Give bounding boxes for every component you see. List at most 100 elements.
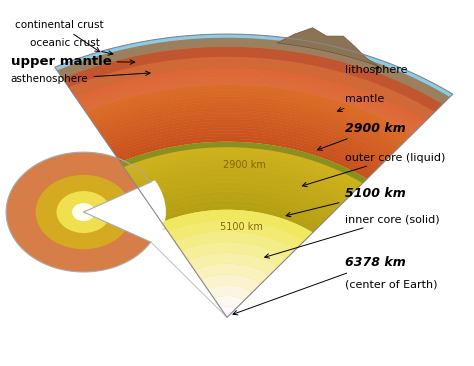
Polygon shape bbox=[120, 142, 367, 183]
Polygon shape bbox=[120, 142, 367, 317]
Polygon shape bbox=[84, 82, 415, 133]
Polygon shape bbox=[58, 39, 449, 100]
Circle shape bbox=[56, 191, 111, 233]
Polygon shape bbox=[101, 111, 392, 157]
Polygon shape bbox=[181, 242, 287, 266]
Polygon shape bbox=[59, 41, 447, 101]
Polygon shape bbox=[208, 285, 253, 300]
Polygon shape bbox=[80, 75, 420, 128]
Polygon shape bbox=[98, 105, 396, 152]
Text: 2900 km: 2900 km bbox=[318, 122, 405, 150]
Polygon shape bbox=[148, 187, 331, 218]
Polygon shape bbox=[194, 264, 270, 283]
Polygon shape bbox=[123, 146, 364, 186]
Text: oceanic crust: oceanic crust bbox=[29, 38, 113, 55]
Text: (center of Earth): (center of Earth) bbox=[345, 280, 437, 290]
Polygon shape bbox=[113, 130, 376, 172]
Polygon shape bbox=[56, 36, 451, 97]
Text: upper mantle: upper mantle bbox=[11, 55, 135, 68]
Polygon shape bbox=[131, 160, 353, 197]
Polygon shape bbox=[156, 201, 320, 229]
Polygon shape bbox=[110, 125, 381, 168]
Polygon shape bbox=[82, 78, 418, 130]
Polygon shape bbox=[86, 85, 412, 137]
Wedge shape bbox=[83, 180, 166, 244]
Polygon shape bbox=[67, 55, 437, 112]
Circle shape bbox=[30, 170, 137, 254]
Polygon shape bbox=[61, 44, 445, 104]
Polygon shape bbox=[55, 34, 453, 97]
Circle shape bbox=[18, 161, 149, 263]
Polygon shape bbox=[120, 142, 367, 183]
Polygon shape bbox=[69, 57, 435, 121]
Polygon shape bbox=[57, 38, 450, 104]
Polygon shape bbox=[277, 28, 379, 66]
Text: outer core (liquid): outer core (liquid) bbox=[302, 153, 445, 187]
Polygon shape bbox=[62, 46, 443, 105]
Circle shape bbox=[21, 164, 146, 261]
Polygon shape bbox=[55, 34, 453, 317]
Text: continental crust: continental crust bbox=[16, 20, 104, 52]
Polygon shape bbox=[112, 128, 378, 170]
Circle shape bbox=[6, 152, 161, 272]
Polygon shape bbox=[78, 71, 423, 125]
Polygon shape bbox=[108, 122, 383, 165]
Polygon shape bbox=[126, 151, 360, 190]
Polygon shape bbox=[159, 205, 316, 232]
Polygon shape bbox=[65, 51, 439, 109]
Polygon shape bbox=[220, 307, 236, 317]
Polygon shape bbox=[117, 136, 372, 177]
Polygon shape bbox=[137, 169, 345, 204]
Circle shape bbox=[12, 157, 155, 268]
Polygon shape bbox=[105, 116, 387, 161]
Polygon shape bbox=[139, 173, 342, 208]
Circle shape bbox=[28, 169, 139, 255]
Polygon shape bbox=[64, 49, 440, 108]
Polygon shape bbox=[66, 53, 438, 110]
Text: inner core (solid): inner core (solid) bbox=[264, 214, 439, 258]
Polygon shape bbox=[69, 58, 434, 114]
Polygon shape bbox=[162, 210, 313, 241]
Polygon shape bbox=[81, 76, 419, 129]
Polygon shape bbox=[74, 66, 427, 121]
Circle shape bbox=[34, 174, 133, 250]
Polygon shape bbox=[151, 192, 327, 222]
Text: asthenosphere: asthenosphere bbox=[11, 71, 150, 85]
Polygon shape bbox=[175, 231, 296, 258]
Circle shape bbox=[10, 156, 157, 269]
Polygon shape bbox=[162, 210, 313, 317]
Circle shape bbox=[17, 160, 151, 264]
Polygon shape bbox=[128, 155, 356, 193]
Polygon shape bbox=[188, 253, 278, 275]
Polygon shape bbox=[55, 34, 453, 96]
Circle shape bbox=[27, 168, 141, 256]
Text: 6378 km: 6378 km bbox=[233, 257, 405, 315]
Polygon shape bbox=[85, 83, 413, 134]
Circle shape bbox=[15, 159, 152, 265]
Circle shape bbox=[13, 158, 154, 266]
Polygon shape bbox=[73, 63, 430, 118]
Polygon shape bbox=[201, 274, 261, 292]
Polygon shape bbox=[88, 88, 410, 139]
Circle shape bbox=[31, 172, 136, 253]
Polygon shape bbox=[79, 73, 421, 126]
Polygon shape bbox=[89, 91, 408, 141]
Circle shape bbox=[8, 153, 160, 271]
Polygon shape bbox=[77, 70, 424, 124]
Circle shape bbox=[24, 166, 144, 258]
Polygon shape bbox=[75, 68, 426, 122]
Polygon shape bbox=[145, 183, 335, 215]
Text: 5100 km: 5100 km bbox=[286, 187, 405, 217]
Polygon shape bbox=[100, 108, 394, 154]
Polygon shape bbox=[118, 139, 369, 179]
Polygon shape bbox=[63, 47, 443, 112]
Polygon shape bbox=[72, 61, 431, 117]
Circle shape bbox=[25, 167, 142, 257]
Polygon shape bbox=[115, 133, 374, 175]
Polygon shape bbox=[134, 164, 349, 201]
Circle shape bbox=[72, 203, 95, 221]
Polygon shape bbox=[214, 296, 244, 309]
Polygon shape bbox=[168, 220, 304, 250]
Polygon shape bbox=[63, 48, 442, 106]
Polygon shape bbox=[107, 119, 385, 163]
